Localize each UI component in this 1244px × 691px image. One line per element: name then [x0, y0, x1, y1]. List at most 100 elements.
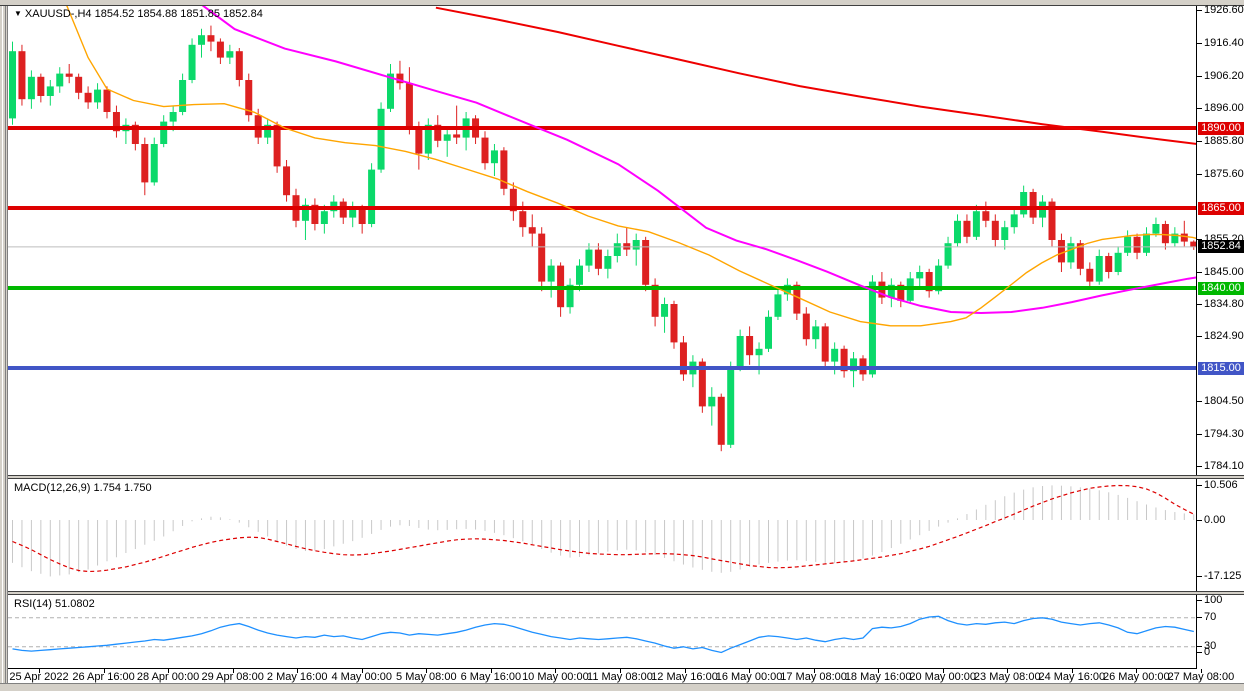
ma-slow-line: [201, 6, 1196, 315]
candle-body: [746, 336, 754, 356]
candle-body: [349, 208, 357, 218]
candle-body: [368, 169, 376, 224]
price-tick-mark: [1197, 10, 1202, 12]
price-badge: 1852.84: [1198, 240, 1244, 254]
candle-body: [812, 326, 820, 340]
candle-body: [377, 108, 385, 170]
panel-splitter-macd[interactable]: [8, 475, 1244, 479]
candles-group: [9, 25, 1196, 452]
candle-body: [604, 256, 612, 269]
time-tick-mark: [361, 669, 363, 673]
time-tick-mark: [103, 669, 105, 673]
price-tick-mark: [1197, 75, 1202, 77]
price-axis[interactable]: 1926.60 1916.40 1906.20 1896.00 1885.80 1875.…: [1196, 5, 1244, 683]
ma-fast-line: [66, 6, 1196, 327]
macd-tick-label: -17.125: [1204, 570, 1242, 582]
candle-body: [1020, 192, 1028, 215]
symbol-ohlc-label: XAUUSD-,H4 1854.52 1854.88 1851.85 1852.…: [24, 8, 263, 20]
window-top-edge: [0, 0, 1244, 6]
candle-body: [1152, 224, 1160, 234]
candle-body: [226, 51, 234, 58]
candle-body: [840, 348, 848, 372]
collapse-arrow-icon[interactable]: ▼: [14, 9, 22, 18]
candle-body: [538, 233, 546, 282]
candle-body: [37, 76, 45, 96]
candle-body: [415, 128, 423, 154]
rsi-tick-mark: [1197, 646, 1202, 648]
candle-body: [490, 150, 498, 164]
time-tick-label: 12 May 16:00: [651, 671, 718, 683]
candle-body: [396, 73, 404, 84]
time-axis[interactable]: 25 Apr 2022 26 Apr 16:00 28 Apr 00:00 29 Ap…: [8, 669, 1244, 683]
candle-body: [519, 211, 527, 228]
candle-body: [94, 89, 102, 103]
candle-body: [547, 265, 555, 282]
candle-body: [1001, 227, 1009, 240]
panel-splitter-rsi[interactable]: [8, 591, 1244, 595]
candle-body: [9, 51, 16, 119]
time-tick-mark: [168, 669, 170, 673]
time-tick-mark: [39, 669, 40, 673]
time-tick-mark: [1136, 669, 1138, 673]
main-chart[interactable]: [8, 6, 1196, 475]
rsi-tick-mark: [1197, 599, 1202, 601]
candle-body: [56, 73, 64, 87]
candle-body: [405, 83, 413, 128]
candle-body: [708, 396, 716, 407]
candle-body: [802, 313, 810, 340]
time-tick-mark: [619, 669, 621, 673]
hlines-group: [8, 126, 1196, 370]
candle-body: [216, 41, 224, 58]
time-tick-label: 26 May 00:00: [1103, 671, 1170, 683]
macd-panel[interactable]: [8, 479, 1196, 591]
candle-body: [141, 144, 149, 183]
time-tick-label: 16 May 00:00: [715, 671, 783, 683]
candle-body: [443, 134, 451, 141]
candle-body: [1086, 268, 1094, 282]
candle-body: [1190, 241, 1196, 247]
time-tick-mark: [297, 669, 299, 673]
macd-chart[interactable]: [8, 479, 1196, 591]
candle-body: [661, 304, 669, 317]
price-badge: 1890.00: [1198, 121, 1244, 135]
macd-indicator-label: MACD(12,26,9) 1.754 1.750: [14, 482, 152, 494]
price-tick-mark: [1197, 466, 1202, 468]
candle-body: [982, 211, 990, 221]
price-tick-label: 1885.80: [1204, 134, 1244, 147]
candle-body: [150, 144, 158, 183]
time-tick-label: 24 May 16:00: [1038, 671, 1106, 683]
candle-body: [65, 73, 73, 77]
candle-body: [1171, 233, 1179, 244]
candle-body: [916, 272, 924, 279]
candle-body: [1105, 256, 1113, 272]
main-chart-panel[interactable]: [8, 6, 1196, 475]
candle-body: [273, 124, 281, 167]
rsi-chart[interactable]: [8, 595, 1196, 668]
candle-body: [566, 284, 574, 308]
time-tick-label: 18 May 16:00: [844, 671, 912, 683]
candle-body: [358, 208, 366, 224]
candle-body: [283, 166, 291, 196]
time-tick-label: 23 May 08:00: [973, 671, 1041, 683]
macd-tick-mark: [1197, 519, 1202, 521]
price-tick-label: 1794.30: [1204, 427, 1244, 440]
candle-body: [576, 265, 583, 285]
price-tick-mark: [1197, 433, 1202, 435]
price-tick-mark: [1197, 43, 1202, 45]
time-tick-label: 20 May 00:00: [909, 671, 977, 683]
rsi-tick-mark: [1197, 617, 1202, 619]
rsi-panel[interactable]: [8, 595, 1196, 669]
candle-body: [594, 249, 602, 269]
price-tick-label: 1845.00: [1204, 265, 1244, 278]
window-bottom-edge: [0, 683, 1244, 691]
candle-body: [207, 35, 215, 42]
time-tick-mark: [555, 669, 557, 673]
candle-body: [717, 396, 725, 445]
candle-body: [112, 112, 120, 132]
candle-body: [585, 249, 593, 266]
candle-body: [1076, 243, 1084, 269]
candle-body: [311, 204, 319, 224]
candle-body: [1048, 201, 1056, 240]
candle-body: [698, 361, 706, 407]
